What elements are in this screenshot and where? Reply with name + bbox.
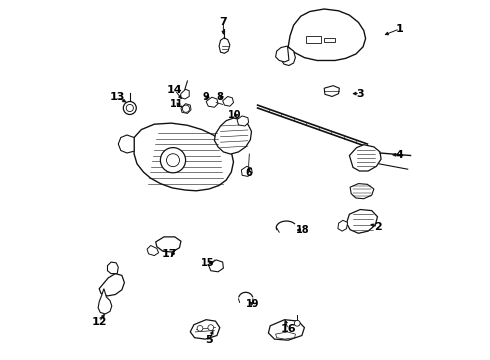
Polygon shape	[281, 47, 295, 66]
Text: 17: 17	[162, 249, 177, 259]
Text: 10: 10	[227, 110, 241, 120]
Text: 14: 14	[167, 85, 183, 95]
Polygon shape	[237, 116, 248, 126]
Text: 9: 9	[202, 92, 209, 102]
Polygon shape	[215, 118, 251, 154]
Circle shape	[160, 148, 186, 173]
Circle shape	[294, 320, 300, 326]
Polygon shape	[288, 9, 366, 60]
Polygon shape	[269, 320, 304, 340]
Polygon shape	[181, 104, 191, 113]
Circle shape	[126, 104, 133, 112]
Text: 3: 3	[356, 89, 364, 99]
Polygon shape	[275, 46, 289, 62]
Polygon shape	[208, 260, 223, 272]
Polygon shape	[180, 89, 189, 99]
Polygon shape	[219, 38, 230, 53]
Circle shape	[123, 102, 136, 114]
Polygon shape	[99, 274, 124, 296]
Polygon shape	[306, 36, 320, 43]
Text: 4: 4	[396, 150, 404, 160]
Polygon shape	[190, 320, 220, 339]
Polygon shape	[156, 237, 181, 252]
Text: 13: 13	[109, 92, 125, 102]
Polygon shape	[118, 135, 134, 153]
Text: 6: 6	[245, 168, 252, 178]
Polygon shape	[338, 220, 347, 231]
Text: 5: 5	[205, 335, 213, 345]
Text: 8: 8	[217, 92, 223, 102]
Polygon shape	[147, 246, 159, 256]
Polygon shape	[324, 38, 335, 42]
Text: 12: 12	[92, 317, 107, 327]
Text: 11: 11	[170, 99, 183, 109]
Text: 1: 1	[396, 24, 404, 34]
Text: 15: 15	[200, 258, 214, 268]
Polygon shape	[107, 262, 118, 274]
Text: 2: 2	[374, 222, 382, 232]
Circle shape	[208, 325, 214, 330]
Text: 16: 16	[280, 324, 296, 334]
Circle shape	[197, 325, 203, 331]
Polygon shape	[346, 210, 377, 233]
Polygon shape	[206, 97, 218, 107]
Polygon shape	[242, 166, 252, 176]
Polygon shape	[275, 332, 295, 339]
Polygon shape	[349, 145, 381, 171]
Polygon shape	[324, 86, 339, 96]
Circle shape	[182, 105, 190, 112]
Polygon shape	[222, 96, 233, 106]
Circle shape	[167, 154, 179, 167]
Polygon shape	[134, 123, 233, 191]
Text: 7: 7	[220, 17, 227, 27]
Polygon shape	[350, 184, 374, 199]
Text: 19: 19	[245, 299, 259, 309]
Polygon shape	[98, 289, 112, 314]
Text: 18: 18	[296, 225, 309, 235]
